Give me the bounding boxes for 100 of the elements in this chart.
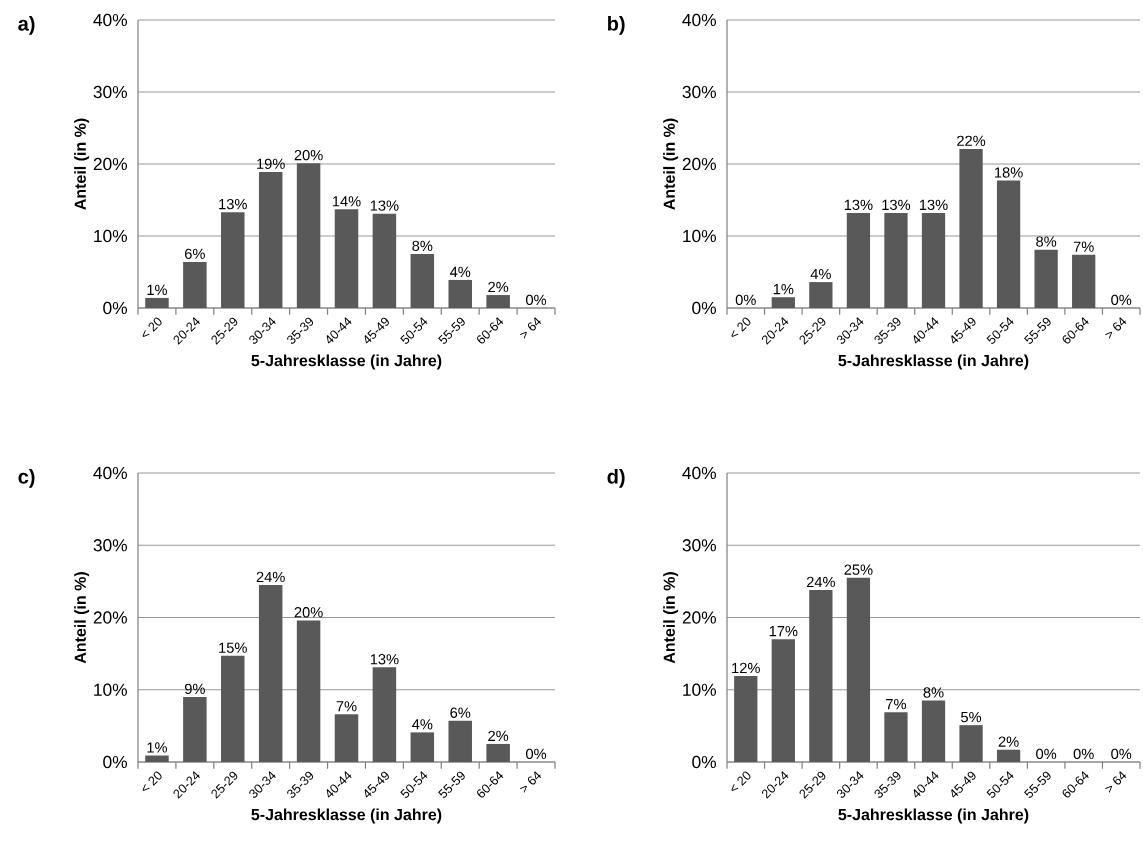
bar — [959, 725, 983, 763]
y-tick-label: 10% — [683, 683, 716, 696]
bar — [996, 749, 1021, 763]
data-label: 13% — [844, 199, 873, 211]
data-label: 15% — [219, 642, 247, 653]
bar — [372, 213, 397, 309]
bar — [884, 712, 908, 763]
data-label: 25% — [844, 564, 873, 575]
data-label: 20% — [294, 607, 323, 618]
data-label: 24% — [256, 571, 285, 583]
x-tick-label: < 20 — [731, 317, 751, 337]
chart-title: a) — [18, 16, 35, 35]
data-label: 7% — [1073, 241, 1094, 252]
y-tick-label: 20% — [682, 611, 716, 624]
bar — [771, 297, 795, 309]
data-label: 5% — [961, 711, 982, 723]
x-tick-label: > 64 — [1105, 771, 1127, 793]
y-tick-label: 10% — [683, 229, 716, 243]
bar — [334, 714, 359, 763]
y-tick-label: 0% — [103, 301, 127, 315]
data-label: 17% — [769, 626, 798, 637]
bar — [410, 254, 435, 309]
bar — [959, 148, 983, 309]
y-tick-label: 40% — [93, 13, 127, 27]
bar — [258, 171, 283, 309]
data-label: 0% — [735, 294, 756, 306]
bar — [258, 585, 283, 763]
x-tick-label: < 20 — [142, 317, 162, 337]
data-label: 13% — [919, 199, 948, 211]
data-label: 4% — [449, 266, 471, 277]
x-axis-title: 5-Jahresklasse (in Jahre) — [838, 808, 1029, 824]
bar — [486, 743, 510, 763]
data-label: 9% — [184, 683, 205, 695]
data-label: 1% — [147, 742, 168, 753]
bar — [221, 212, 245, 309]
data-label: 8% — [1036, 236, 1057, 247]
data-label: 7% — [336, 701, 357, 712]
data-label: 13% — [219, 198, 247, 210]
x-tick-label: < 20 — [731, 771, 751, 791]
y-tick-label: 30% — [93, 85, 127, 99]
bar — [448, 720, 472, 763]
data-label: 14% — [332, 196, 361, 207]
data-label: 8% — [923, 687, 944, 698]
bar — [771, 639, 795, 763]
y-tick-label: 10% — [94, 229, 127, 243]
x-tick-label: > 64 — [519, 317, 542, 339]
data-label: 1% — [773, 284, 794, 295]
y-axis-title: Anteil (in %) — [663, 118, 679, 210]
y-tick-label: 0% — [103, 755, 127, 769]
bar — [296, 163, 321, 309]
bar — [296, 620, 321, 763]
bar — [221, 655, 245, 763]
y-tick-label: 40% — [93, 466, 127, 480]
y-tick-label: 40% — [682, 466, 716, 480]
bar — [846, 212, 871, 309]
chart-title: c) — [18, 469, 35, 488]
data-label: 12% — [732, 662, 760, 674]
data-label: 18% — [995, 167, 1023, 178]
data-label: 1% — [147, 284, 168, 295]
bar — [183, 696, 207, 763]
bar — [734, 676, 758, 763]
x-tick-label: > 64 — [519, 771, 542, 793]
bar — [921, 212, 946, 309]
y-tick-label: 20% — [682, 157, 716, 171]
y-tick-label: 0% — [692, 755, 716, 769]
bar — [809, 590, 833, 763]
bar — [334, 209, 359, 309]
bar — [996, 180, 1021, 309]
chart-title: b) — [608, 16, 625, 35]
bar — [145, 755, 169, 763]
y-axis-title: Anteil (in %) — [663, 572, 679, 664]
data-label: 8% — [412, 240, 433, 252]
bar — [183, 261, 207, 309]
chart-title: d) — [607, 469, 625, 488]
y-tick-label: 30% — [93, 539, 127, 552]
data-label: 6% — [185, 248, 205, 259]
data-label: 0% — [526, 748, 547, 760]
x-tick-label: < 20 — [142, 771, 162, 791]
data-label: 2% — [488, 730, 509, 742]
data-label: 22% — [957, 135, 986, 146]
data-label: 13% — [370, 654, 399, 665]
bar — [448, 279, 472, 309]
y-tick-label: 10% — [94, 683, 127, 696]
y-tick-label: 40% — [682, 13, 716, 27]
data-label: 0% — [1073, 748, 1094, 760]
y-axis-title: Anteil (in %) — [74, 572, 90, 664]
x-axis-title: 5-Jahresklasse (in Jahre) — [251, 808, 442, 824]
data-label: 19% — [257, 158, 285, 169]
data-label: 0% — [1036, 748, 1057, 760]
bar — [1072, 254, 1096, 309]
data-label: 0% — [1111, 294, 1132, 306]
data-label: 4% — [810, 268, 831, 280]
data-label: 4% — [412, 719, 433, 730]
y-tick-label: 0% — [692, 301, 716, 315]
bar — [410, 732, 435, 763]
bar — [846, 577, 871, 763]
x-tick-label: > 64 — [1105, 317, 1127, 339]
y-tick-label: 20% — [93, 157, 127, 171]
data-label: 2% — [488, 281, 509, 293]
bar — [486, 295, 510, 309]
